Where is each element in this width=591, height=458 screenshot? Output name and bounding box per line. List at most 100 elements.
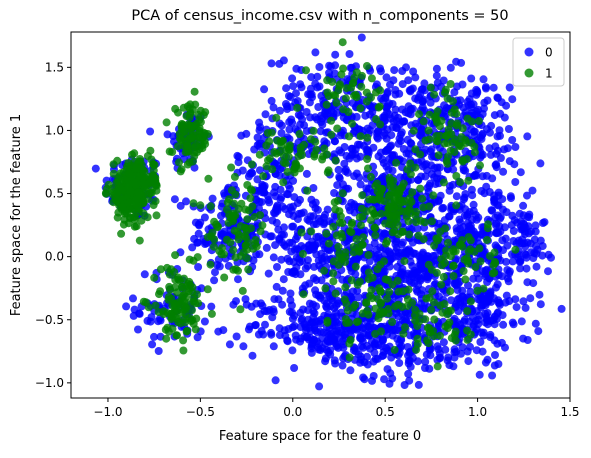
point-series-1: [470, 148, 479, 157]
point-series-1: [258, 221, 267, 230]
point-series-1: [191, 325, 200, 334]
point-series-1: [177, 305, 186, 314]
point-series-1: [437, 280, 446, 289]
point-series-0: [474, 213, 483, 222]
point-series-0: [356, 332, 365, 341]
point-series-0: [544, 267, 552, 276]
point-series-0: [531, 319, 540, 328]
point-series-1: [227, 163, 236, 172]
point-series-1: [424, 339, 433, 348]
point-series-1: [166, 285, 175, 294]
point-series-0: [406, 139, 415, 147]
point-series-1: [171, 104, 180, 113]
point-series-0: [288, 346, 297, 355]
point-series-0: [280, 241, 289, 250]
point-series-0: [352, 325, 361, 334]
point-series-0: [287, 115, 296, 124]
point-series-1: [179, 336, 188, 345]
point-series-0: [277, 129, 286, 138]
point-series-0: [376, 243, 385, 252]
point-series-0: [267, 96, 276, 105]
point-series-1: [343, 306, 352, 315]
point-series-0: [373, 354, 382, 363]
point-series-0: [276, 185, 285, 194]
point-series-1: [249, 244, 257, 253]
point-series-0: [256, 123, 265, 132]
point-series-0: [530, 235, 539, 244]
point-series-1: [357, 221, 365, 230]
point-series-0: [482, 84, 490, 93]
point-series-0: [516, 168, 525, 177]
point-series-1: [464, 233, 473, 242]
point-series-1: [464, 247, 473, 256]
point-series-1: [130, 222, 139, 231]
point-series-1: [206, 260, 215, 269]
point-series-1: [368, 195, 377, 204]
point-series-0: [523, 238, 532, 247]
point-series-0: [249, 256, 258, 265]
point-series-1: [418, 194, 427, 203]
point-series-1: [246, 194, 255, 203]
point-series-0: [398, 238, 407, 247]
point-series-1: [451, 135, 459, 144]
point-series-1: [376, 287, 385, 295]
point-series-0: [493, 94, 502, 103]
point-series-0: [347, 198, 356, 207]
point-series-1: [386, 182, 395, 190]
point-series-1: [295, 164, 304, 173]
point-series-0: [210, 276, 219, 285]
point-series-1: [458, 124, 467, 133]
point-series-1: [102, 189, 110, 198]
point-series-0: [234, 275, 242, 284]
point-series-1: [430, 298, 438, 307]
point-series-1: [357, 82, 366, 91]
point-series-0: [314, 291, 323, 300]
point-series-1: [130, 149, 139, 158]
point-series-1: [156, 265, 165, 274]
point-series-0: [395, 359, 404, 367]
point-series-1: [323, 168, 332, 177]
point-series-0: [387, 254, 396, 263]
point-series-0: [350, 208, 359, 217]
point-series-1: [429, 191, 438, 200]
point-series-0: [385, 379, 394, 388]
point-series-1: [234, 235, 243, 244]
point-series-0: [495, 126, 504, 135]
y-tick-label: 1.5: [45, 60, 64, 74]
point-series-1: [323, 316, 332, 325]
point-series-0: [291, 331, 300, 340]
point-series-0: [306, 84, 315, 93]
point-series-0: [404, 359, 413, 368]
point-series-0: [452, 57, 461, 66]
point-series-1: [229, 265, 238, 274]
point-series-1: [358, 191, 367, 200]
point-series-0: [489, 83, 498, 92]
point-series-1: [490, 268, 499, 277]
point-series-1: [272, 113, 281, 122]
point-series-0: [526, 294, 535, 303]
point-series-0: [519, 201, 528, 210]
point-series-0: [364, 148, 373, 157]
point-series-0: [248, 351, 257, 360]
point-series-1: [331, 156, 340, 165]
point-series-1: [350, 73, 359, 82]
point-series-0: [461, 166, 470, 175]
point-series-0: [288, 269, 297, 278]
point-series-0: [417, 286, 426, 295]
point-series-1: [230, 226, 239, 235]
point-series-0: [280, 230, 288, 239]
point-series-1: [432, 234, 441, 243]
point-series-1: [331, 289, 340, 298]
point-series-1: [239, 248, 248, 257]
point-series-1: [424, 126, 433, 135]
point-series-0: [478, 172, 487, 181]
point-series-1: [448, 97, 457, 106]
point-series-1: [371, 224, 379, 232]
point-series-0: [268, 313, 277, 322]
point-series-0: [523, 132, 532, 141]
point-series-0: [271, 241, 280, 250]
point-series-1: [416, 184, 425, 193]
point-series-0: [296, 270, 305, 279]
point-series-1: [359, 233, 368, 242]
point-series-0: [305, 299, 314, 308]
